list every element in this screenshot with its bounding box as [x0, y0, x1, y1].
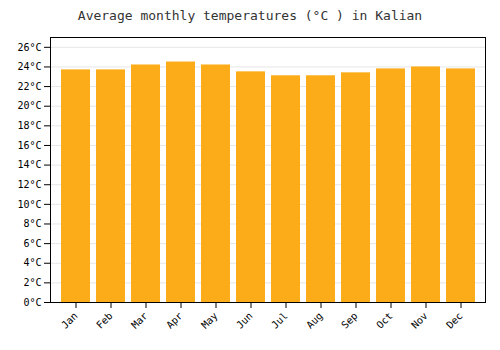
- svg-text:22°C: 22°C: [17, 81, 41, 92]
- svg-text:18°C: 18°C: [17, 120, 41, 131]
- svg-text:24°C: 24°C: [17, 61, 41, 72]
- svg-text:12°C: 12°C: [17, 179, 41, 190]
- svg-text:4°C: 4°C: [23, 257, 41, 268]
- svg-text:Feb: Feb: [94, 310, 115, 331]
- svg-text:Jul: Jul: [269, 310, 290, 331]
- svg-text:2°C: 2°C: [23, 277, 41, 288]
- svg-text:0°C: 0°C: [23, 297, 41, 308]
- svg-text:Nov: Nov: [409, 310, 430, 331]
- svg-text:Apr: Apr: [164, 310, 185, 331]
- svg-text:Sep: Sep: [339, 310, 360, 331]
- svg-text:26°C: 26°C: [17, 42, 41, 53]
- svg-text:Mar: Mar: [129, 310, 150, 331]
- svg-text:8°C: 8°C: [23, 218, 41, 229]
- svg-text:Oct: Oct: [374, 310, 395, 331]
- svg-text:May: May: [199, 310, 220, 331]
- svg-text:Dec: Dec: [444, 310, 465, 331]
- svg-text:14°C: 14°C: [17, 159, 41, 170]
- svg-text:Aug: Aug: [304, 310, 325, 331]
- svg-text:Jan: Jan: [59, 310, 80, 331]
- svg-text:16°C: 16°C: [17, 140, 41, 151]
- html-text:Average monthly temperatures (: Average monthly temperatures (°C ) in Ka…: [77, 8, 423, 23]
- svg-text:6°C: 6°C: [23, 238, 41, 249]
- svg-text:Jun: Jun: [234, 310, 255, 331]
- svg-text:10°C: 10°C: [17, 199, 41, 210]
- svg-text:20°C: 20°C: [17, 100, 41, 111]
